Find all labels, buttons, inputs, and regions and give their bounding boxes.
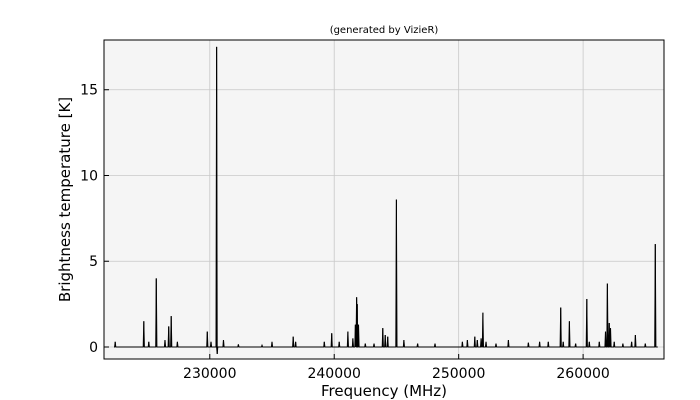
chart-title: (generated by VizieR) <box>330 25 439 36</box>
x-tick-label: 230000 <box>183 366 236 382</box>
y-axis-ticks: 0 5 10 15 <box>80 83 109 356</box>
series-spectrum <box>114 46 658 354</box>
x-axis-title: Frequency (MHz) <box>321 382 447 400</box>
plot-frame <box>103 39 665 360</box>
y-tick-label: 5 <box>89 254 98 270</box>
x-tick-label: 260000 <box>556 366 609 382</box>
plot-area <box>104 40 664 359</box>
x-axis-ticks: 230000 240000 250000 260000 <box>183 354 610 382</box>
y-tick-label: 0 <box>89 340 98 356</box>
y-axis-title: Brightness temperature [K] <box>56 97 74 302</box>
x-tick-label: 240000 <box>307 366 360 382</box>
y-tick-label: 15 <box>80 83 98 99</box>
y-tick-label: 10 <box>80 168 98 184</box>
x-tick-label: 250000 <box>432 366 485 382</box>
